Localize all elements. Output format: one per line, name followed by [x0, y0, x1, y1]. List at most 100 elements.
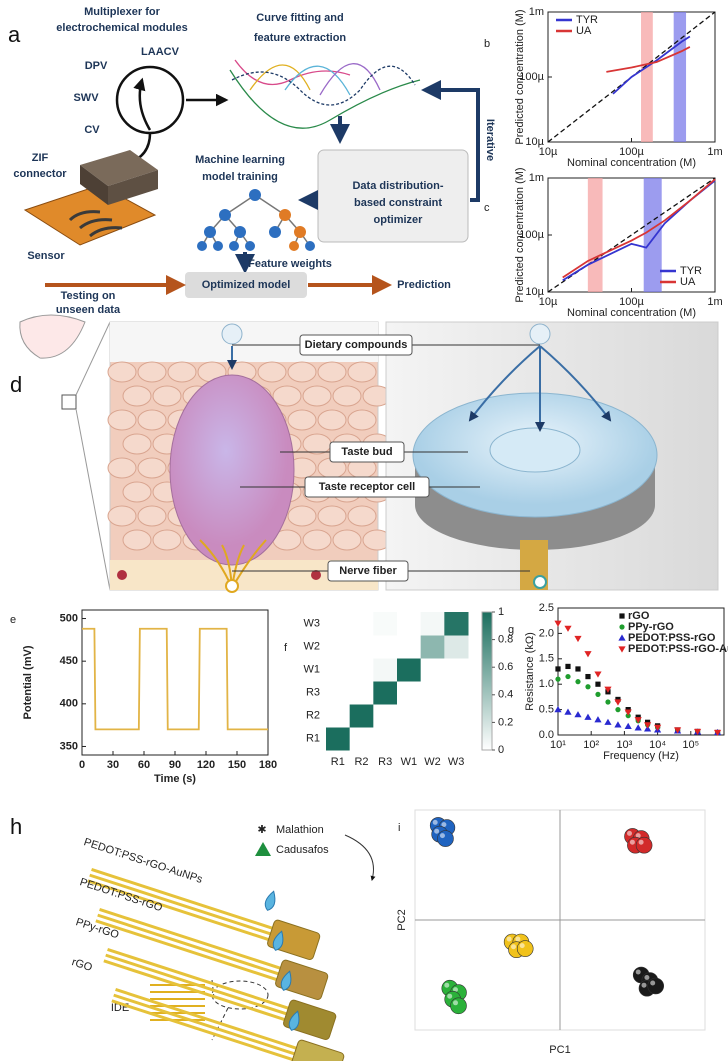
colorbar	[482, 612, 492, 750]
mode: SWV	[73, 92, 99, 104]
highlight	[627, 831, 632, 836]
y-tick-label: 0.0	[539, 729, 554, 741]
cell	[108, 506, 136, 526]
node	[197, 241, 207, 251]
plot-area	[82, 610, 268, 755]
cell	[258, 362, 286, 382]
x-tick-label: R2	[354, 756, 368, 768]
heat-cell	[421, 658, 445, 682]
y-tick-label: 500	[60, 612, 78, 624]
cell	[348, 506, 376, 526]
node	[213, 241, 223, 251]
heat-cell	[421, 612, 445, 636]
point	[605, 699, 610, 704]
heat-cell	[421, 704, 445, 728]
zoom-box	[62, 395, 76, 409]
highlight	[642, 983, 647, 988]
heat-cell	[350, 635, 374, 659]
cell	[123, 530, 151, 550]
curve	[320, 64, 380, 95]
compound-icon	[222, 324, 242, 344]
point	[575, 679, 580, 684]
y-tick-label: R1	[306, 732, 320, 744]
heat-cell	[397, 727, 421, 751]
y-tick-label: R2	[306, 709, 320, 721]
compound-icon	[530, 324, 550, 344]
step-label: based constraint	[354, 197, 442, 209]
highlight	[444, 983, 449, 988]
cell	[348, 362, 376, 382]
point	[555, 677, 560, 682]
cell	[303, 530, 331, 550]
highlight	[440, 833, 445, 838]
panel-label: g	[508, 624, 514, 636]
point	[585, 684, 590, 689]
heat-cell	[350, 658, 374, 682]
step-label: model training	[202, 171, 278, 183]
panel-label: c	[484, 202, 490, 214]
mode: CV	[84, 124, 100, 136]
x-tick-label: 1m	[707, 146, 722, 158]
heat-cell	[373, 681, 397, 705]
heat-cell	[373, 704, 397, 728]
x-axis-label: Time (s)	[154, 773, 196, 785]
node	[279, 209, 291, 221]
panel-d: d Dietary compounds Taste bud Taste rece…	[10, 315, 718, 592]
legend-label: UA	[680, 276, 696, 288]
point	[565, 674, 570, 679]
iterative-label: Iterative	[484, 119, 496, 161]
cell	[303, 434, 331, 454]
multiplexer	[117, 67, 183, 133]
step-label: optimizer	[374, 214, 424, 226]
highlight-band	[674, 12, 686, 142]
point	[555, 666, 560, 671]
highlight	[433, 820, 438, 825]
panel-label: h	[10, 814, 22, 839]
heat-cell	[373, 635, 397, 659]
y-tick-label: 1m	[529, 6, 544, 18]
heat-cell	[444, 612, 468, 636]
curve	[232, 66, 415, 105]
highlight	[447, 994, 452, 999]
heat-cell	[350, 704, 374, 728]
analyte-icon	[255, 842, 271, 856]
cell	[333, 386, 361, 406]
cell	[138, 410, 166, 430]
callout-label: Taste bud	[341, 446, 392, 458]
heat-cell	[397, 704, 421, 728]
y-tick-label: W3	[304, 617, 321, 629]
cell	[273, 386, 301, 406]
point	[575, 666, 580, 671]
node	[249, 189, 261, 201]
x-tick-label: W3	[448, 756, 465, 768]
arrow	[345, 835, 373, 880]
point	[437, 831, 453, 847]
colorbar-tick-label: 1	[498, 606, 504, 618]
cell	[318, 410, 346, 430]
highlight	[520, 943, 525, 948]
legend-swatch	[619, 613, 624, 618]
cell	[288, 506, 316, 526]
panel-label: b	[484, 38, 490, 50]
x-tick-label: R1	[331, 756, 345, 768]
heat-cell	[326, 658, 350, 682]
highlight	[636, 970, 641, 975]
highlight	[453, 1000, 458, 1005]
point	[595, 682, 600, 687]
cell	[138, 506, 166, 526]
zoom-line	[76, 322, 110, 395]
x-tick-label: 60	[138, 759, 150, 771]
heat-cell	[373, 658, 397, 682]
highlight	[644, 975, 649, 980]
y-axis-label: Predicted concentration (M)	[514, 167, 526, 302]
mouth	[20, 315, 85, 358]
callout-label: Dietary compounds	[305, 339, 408, 351]
highlight	[650, 981, 655, 986]
step-label: unseen data	[56, 304, 121, 316]
point	[595, 692, 600, 697]
cell	[117, 570, 127, 580]
step-label: Optimized model	[202, 279, 291, 291]
heat-cell	[397, 635, 421, 659]
callout: Dietary compounds	[300, 335, 412, 355]
y-axis-label: Potential (mV)	[22, 645, 34, 719]
